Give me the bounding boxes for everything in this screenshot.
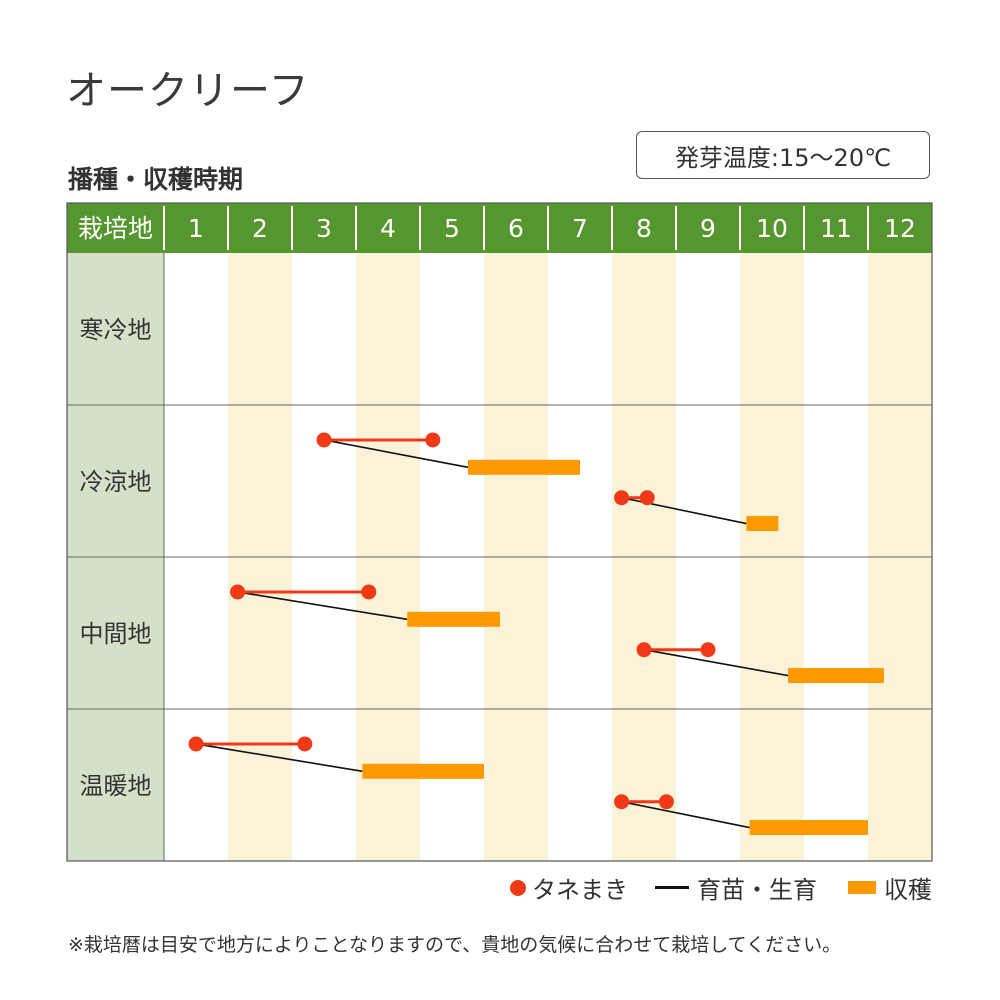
legend-sowing-label: タネまき: [532, 876, 628, 904]
harvest-bar: [746, 516, 779, 532]
seedling-period-line: [643, 648, 789, 677]
harvest-bar: [407, 611, 500, 627]
harvest-bar: [749, 820, 868, 836]
seedling-period-line: [621, 800, 750, 829]
month-header-9: 9: [700, 214, 716, 243]
month-header-2: 2: [252, 214, 268, 243]
sowing-start-dot: [188, 736, 204, 752]
sowing-start-dot: [614, 794, 630, 810]
month-header-3: 3: [316, 214, 332, 243]
month-header-4: 4: [380, 214, 396, 243]
seedling-line-icon: [655, 886, 689, 889]
germination-temp-label: 発芽温度:15〜20℃: [674, 143, 892, 172]
legend-seedling: 育苗・生育: [655, 870, 817, 905]
region-label-0: 寒冷地: [80, 316, 152, 344]
legend: タネまき 育苗・生育 収穫: [0, 870, 1000, 904]
sowing-start-dot: [316, 432, 332, 448]
sowing-end-dot: [658, 794, 674, 810]
sowing-end-dot: [297, 736, 313, 752]
region-label-2: 中間地: [80, 620, 152, 648]
month-header-11: 11: [820, 214, 852, 243]
sowing-end-dot: [361, 584, 377, 600]
harvest-bar-icon: [848, 881, 876, 894]
header-row-bg: [67, 203, 932, 253]
sowing-end-dot: [639, 490, 655, 506]
germination-temp-box: 発芽温度:15〜20℃: [636, 131, 930, 179]
harvest-bar: [468, 459, 580, 475]
harvest-bar: [788, 668, 884, 684]
sowing-start-dot: [636, 642, 652, 658]
region-label-3: 温暖地: [80, 772, 152, 800]
page-title: オークリーフ: [66, 68, 310, 114]
harvest-bar: [362, 763, 484, 779]
footnote: ※栽培暦は目安で地方によりことなりますので、貴地の気候に合わせて栽培してください…: [68, 934, 842, 956]
month-header-5: 5: [444, 214, 460, 243]
sowing-start-dot: [614, 490, 630, 506]
month-header-10: 10: [756, 214, 788, 243]
sowing-end-dot: [425, 432, 441, 448]
sowing-dot-icon: [510, 879, 526, 896]
month-header-7: 7: [572, 214, 588, 243]
region-label-1: 冷涼地: [80, 468, 152, 496]
seedling-period-line: [323, 439, 469, 469]
legend-sowing: タネまき: [510, 870, 628, 905]
month-header-8: 8: [636, 214, 652, 243]
month-header-12: 12: [884, 214, 916, 243]
chart-subtitle: 播種・収穫時期: [68, 165, 244, 194]
header-cultivation-area-label: 栽培地: [78, 214, 153, 243]
month-header-6: 6: [508, 214, 524, 243]
legend-harvest: 収穫: [848, 870, 932, 905]
seedling-period-line: [195, 743, 363, 773]
month-header-1: 1: [188, 214, 204, 243]
sowing-end-dot: [700, 642, 716, 658]
legend-harvest-label: 収穫: [884, 876, 932, 904]
legend-seedling-label: 育苗・生育: [697, 876, 817, 904]
seedling-period-line: [237, 591, 408, 621]
chart-border: [66, 202, 933, 862]
sowing-start-dot: [230, 584, 246, 600]
